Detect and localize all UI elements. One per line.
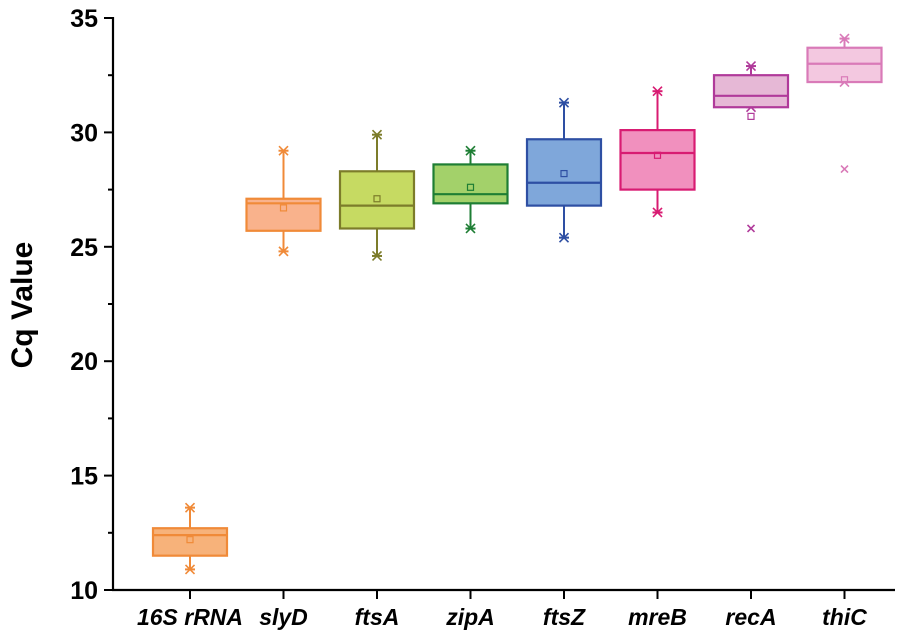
x-tick-label: ftsZ bbox=[543, 604, 586, 630]
x-tick-label: zipA bbox=[445, 604, 495, 630]
min-marker bbox=[465, 223, 476, 234]
max-marker bbox=[371, 129, 383, 140]
box-group-zipa bbox=[432, 145, 509, 234]
box-group-ftsz bbox=[525, 97, 603, 243]
box-group-16s-rrna bbox=[151, 502, 229, 575]
x-tick-label: ftsA bbox=[355, 604, 400, 630]
iqr-box bbox=[151, 527, 229, 557]
y-tick-label: 25 bbox=[70, 234, 98, 262]
x-tick-label: slyD bbox=[259, 604, 308, 630]
x-axis-ticks: 16S rRNA slyD ftsA zipA ftsZ mreB recA thiC bbox=[137, 590, 867, 630]
max-marker bbox=[465, 145, 476, 156]
max-marker bbox=[558, 97, 570, 108]
iqr-box bbox=[338, 170, 416, 230]
y-tick-label: 35 bbox=[70, 5, 98, 33]
box-group-reca bbox=[712, 60, 790, 233]
y-tick-label: 15 bbox=[70, 463, 98, 491]
iqr-box bbox=[525, 138, 603, 207]
outlier-marker bbox=[840, 164, 849, 174]
x-tick-label: thiC bbox=[822, 604, 867, 630]
mean-marker bbox=[747, 112, 755, 120]
min-marker bbox=[558, 232, 570, 243]
max-marker bbox=[184, 502, 196, 513]
mean-marker bbox=[466, 183, 475, 191]
box-group-slyd bbox=[245, 145, 322, 257]
mean-marker bbox=[186, 536, 194, 544]
y-axis-label: Cq Value bbox=[6, 242, 39, 369]
mean-marker bbox=[279, 204, 288, 212]
mean-marker bbox=[653, 151, 662, 159]
mean-marker bbox=[560, 169, 568, 178]
iqr-box bbox=[712, 74, 790, 109]
y-axis-ticks: 10 15 20 25 30 35 bbox=[70, 5, 113, 605]
iqr-box bbox=[619, 129, 696, 191]
mean-marker bbox=[373, 195, 381, 203]
y-tick-label: 20 bbox=[70, 348, 98, 376]
box-group-mreb bbox=[619, 86, 696, 218]
min-marker bbox=[652, 207, 663, 218]
max-marker bbox=[278, 145, 289, 156]
min-marker bbox=[184, 564, 196, 575]
box-group-thic bbox=[806, 33, 883, 174]
y-tick-label: 30 bbox=[70, 119, 98, 147]
mean-marker bbox=[840, 76, 849, 84]
max-marker bbox=[839, 33, 850, 44]
x-tick-label: 16S rRNA bbox=[137, 604, 243, 630]
y-tick-label: 10 bbox=[70, 577, 98, 605]
boxes-group bbox=[151, 33, 883, 575]
max-marker bbox=[652, 86, 663, 97]
box-group-ftsa bbox=[338, 129, 416, 262]
outlier-marker bbox=[746, 224, 756, 233]
x-tick-label: recA bbox=[725, 604, 776, 630]
x-tick-label: mreB bbox=[628, 604, 687, 630]
min-marker bbox=[278, 246, 289, 257]
max-marker bbox=[745, 60, 757, 72]
min-marker bbox=[371, 250, 383, 262]
